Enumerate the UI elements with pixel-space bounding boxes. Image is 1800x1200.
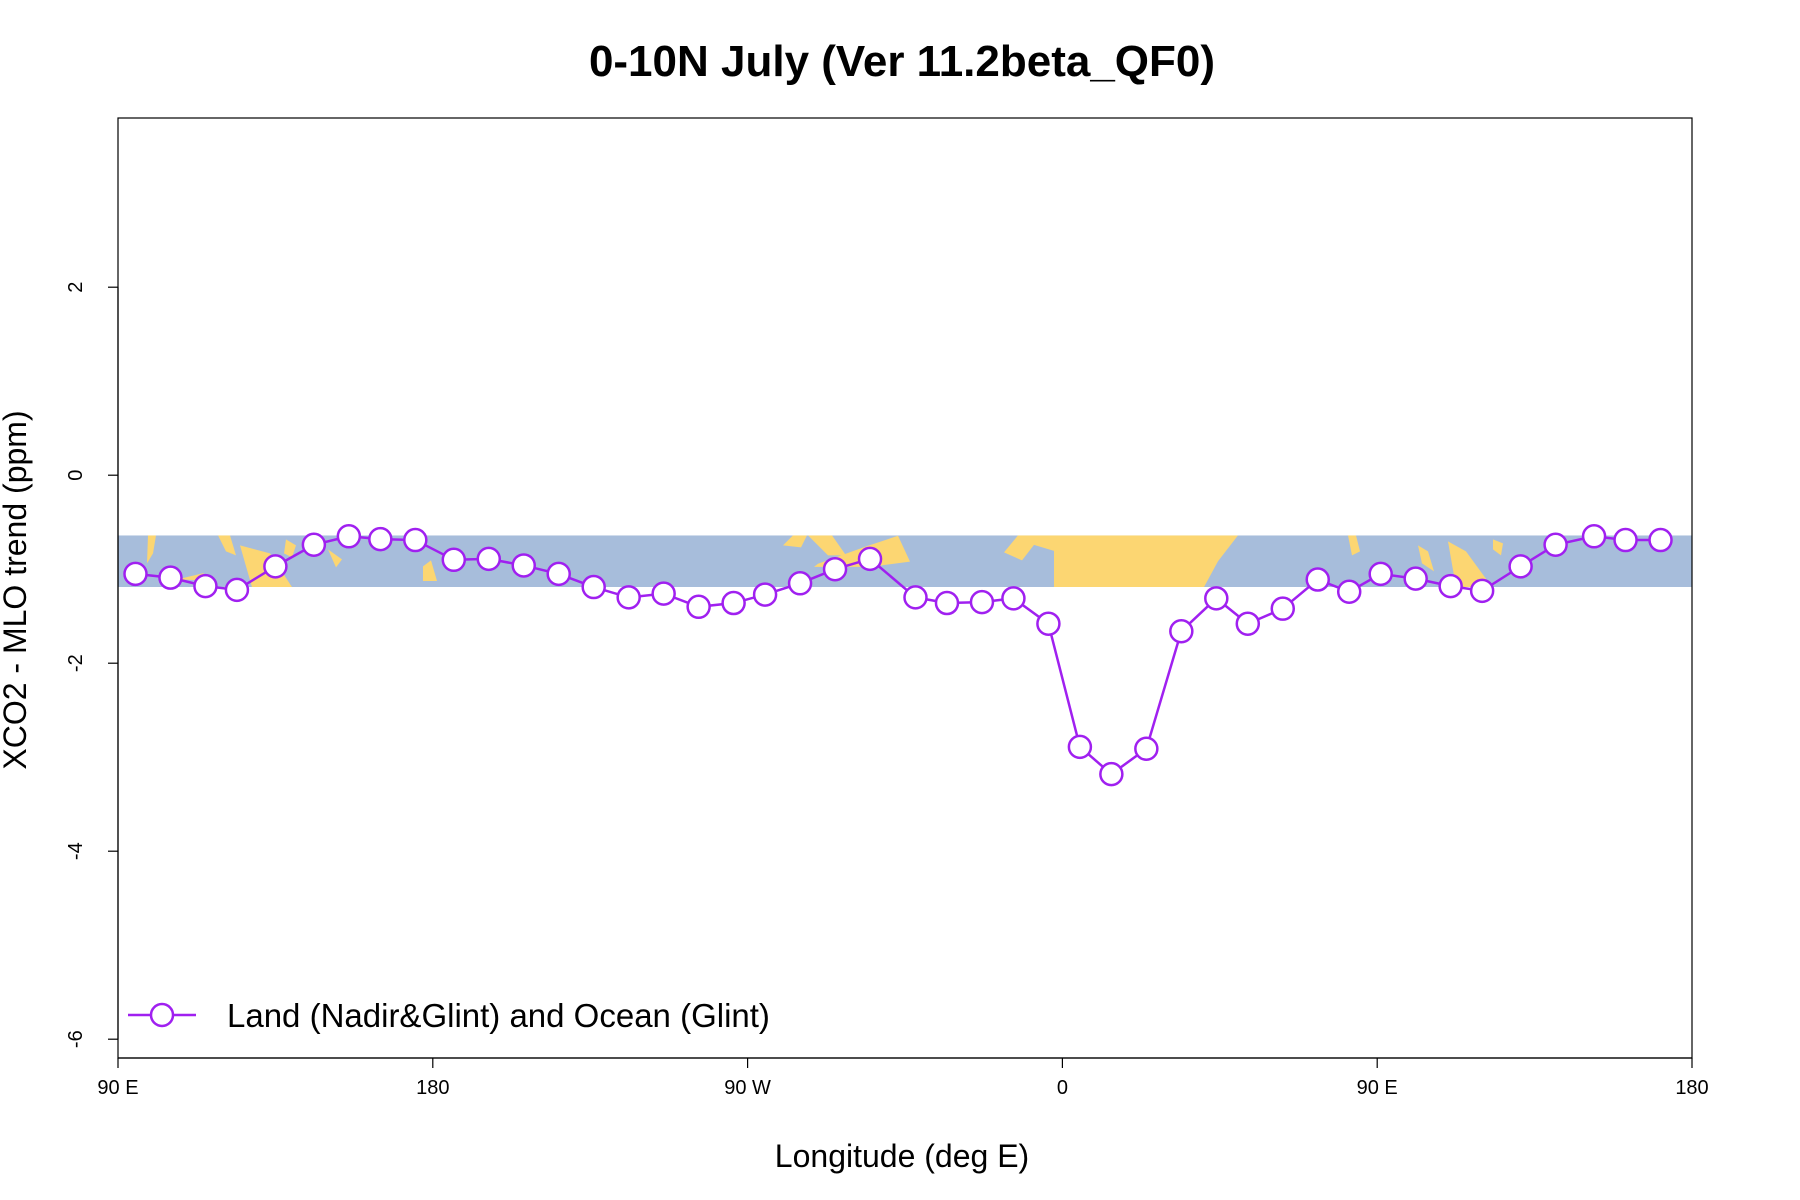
legend: Land (Nadir&Glint) and Ocean (Glint) <box>128 997 770 1034</box>
data-point <box>476 546 502 572</box>
data-point <box>787 571 813 596</box>
legend-entry-label: Land (Nadir&Glint) and Ocean (Glint) <box>227 997 770 1034</box>
data-point <box>1235 611 1261 636</box>
x-axis: 90 E 180 90 W 0 90 E 180 <box>97 1057 1709 1099</box>
map-band <box>118 535 1692 588</box>
data-point <box>123 561 148 587</box>
y-tick-label: -2 <box>65 654 87 672</box>
data-point <box>1508 554 1533 579</box>
map-band-land <box>147 535 1503 588</box>
x-tick-label: 180 <box>416 1077 449 1099</box>
data-point <box>1336 579 1362 605</box>
x-tick-label: 90 E <box>97 1077 138 1099</box>
data-point <box>616 585 641 610</box>
data-point <box>1438 573 1463 599</box>
land-shape <box>1448 541 1492 588</box>
data-point <box>403 527 428 553</box>
data-point <box>1270 596 1296 621</box>
land-shape <box>1004 535 1238 588</box>
land-shape <box>808 535 846 556</box>
data-point <box>193 573 218 599</box>
land-shape <box>284 539 296 558</box>
land-shape <box>218 535 236 556</box>
x-tick-label: 90 E <box>1357 1077 1398 1099</box>
data-point <box>857 546 883 572</box>
data-point <box>1648 527 1673 553</box>
data-point <box>441 547 467 573</box>
land-shape <box>328 549 342 568</box>
y-axis: 2 0 -2 -4 -6 <box>65 282 119 1048</box>
x-axis-label: Longitude (deg E) <box>775 1138 1029 1174</box>
land-shape <box>1418 545 1434 572</box>
y-tick-label: 0 <box>65 470 87 481</box>
land-shape <box>1348 535 1360 556</box>
data-point <box>903 585 928 610</box>
data-point <box>368 526 393 552</box>
data-point <box>752 582 778 607</box>
data-point <box>336 524 362 549</box>
data-point <box>686 594 711 620</box>
data-point <box>581 574 606 600</box>
series-group <box>123 524 1673 787</box>
y-axis-label: XCO2 - MLO trend (ppm) <box>0 410 33 769</box>
data-point <box>969 589 995 615</box>
data-point <box>822 556 848 582</box>
data-point <box>301 532 327 558</box>
x-tick-label: 0 <box>1057 1077 1068 1099</box>
data-point <box>1613 527 1638 553</box>
data-point <box>1169 618 1194 644</box>
data-point <box>511 553 536 578</box>
y-tick-label: 2 <box>65 282 87 293</box>
chart-title: 0-10N July (Ver 11.2beta_QF0) <box>589 37 1215 86</box>
legend-marker <box>149 1002 175 1028</box>
data-point <box>546 561 571 587</box>
data-point <box>1543 532 1568 558</box>
y-tick-label: -4 <box>65 842 87 860</box>
data-point <box>651 581 676 606</box>
data-point <box>1001 586 1026 611</box>
data-point <box>721 590 746 616</box>
data-point <box>1305 567 1330 592</box>
data-point <box>263 554 288 579</box>
land-shape <box>1493 539 1503 556</box>
data-point <box>1099 761 1124 787</box>
data-point <box>1469 578 1495 604</box>
land-shape <box>147 535 156 564</box>
land-shape <box>423 560 437 582</box>
data-point <box>1581 524 1607 549</box>
data-point <box>1403 566 1428 591</box>
y-tick-label: -6 <box>65 1030 87 1048</box>
data-point <box>1204 586 1229 611</box>
x-tick-label: 90 W <box>724 1077 771 1099</box>
data-point <box>1036 611 1061 636</box>
data-point <box>1134 736 1159 761</box>
data-point <box>934 590 960 616</box>
data-point <box>224 577 250 603</box>
data-point <box>1368 561 1393 587</box>
x-tick-label: 180 <box>1675 1077 1708 1099</box>
land-shape <box>783 535 807 548</box>
data-point <box>1067 734 1093 760</box>
data-point <box>158 565 183 590</box>
